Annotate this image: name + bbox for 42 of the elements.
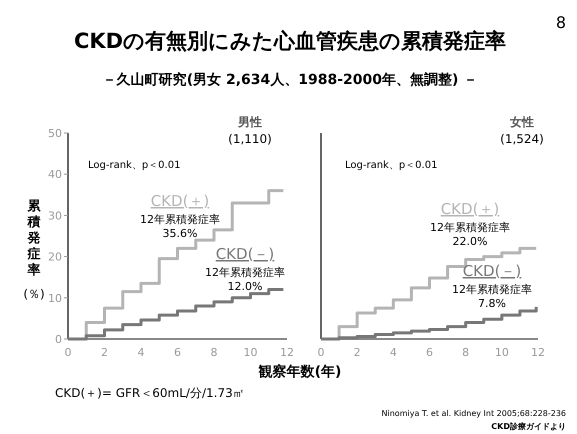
annotation: 12年累積発症率 12.0%	[205, 266, 285, 293]
y-tick-label: 10	[48, 292, 62, 305]
annotation: 12年累積発症率 22.0%	[430, 221, 510, 248]
x-axis-title: 観察年数(年)	[258, 363, 342, 380]
x-tick-label: 8	[210, 346, 218, 359]
y-axis-title: 累積発症率 (％)	[23, 199, 45, 301]
series-label: CKD(－)	[216, 245, 274, 263]
x-tick-label: 2	[101, 346, 108, 359]
annotation: Log-rank、p＜0.01	[88, 160, 180, 171]
y-tick-label: 30	[48, 209, 62, 222]
x-tick-label: 6	[426, 346, 433, 359]
y-tick-label: 0	[55, 333, 62, 346]
x-tick-label: 0	[64, 346, 72, 359]
y-tick-label: 50	[48, 127, 62, 140]
annotation: 12年累積発症率 35.6%	[140, 213, 220, 240]
text: －久山町研究(男女 2,634人、1988-2000年、無調整) －	[102, 71, 478, 88]
chart-title: 男性	[237, 115, 262, 129]
x-tick-label: 4	[390, 346, 397, 359]
chart-subtitle: (1,524)	[500, 132, 544, 146]
x-tick-label: 4	[138, 346, 144, 359]
chart-subtitle: (1,110)	[228, 132, 272, 146]
x-tick-label: 12	[280, 346, 294, 359]
x-tick-label: 6	[174, 346, 181, 359]
text: CKD(＋)= GFR＜60mL/分/1.73㎡	[55, 386, 245, 400]
text: CKD(＋)	[440, 200, 500, 218]
x-tick-label: 10	[494, 346, 509, 359]
x-tick-label: 10	[244, 346, 258, 359]
y-tick-label: 40	[48, 168, 62, 182]
text: 8	[556, 13, 566, 32]
x-tick-label: 0	[318, 346, 324, 359]
text: CKD(－)	[462, 262, 522, 280]
annotation: Log-rank、p＜0.01	[345, 160, 438, 171]
x-tick-label: 2	[354, 346, 361, 359]
text: CKD診療ガイドより	[491, 421, 566, 431]
text: Ninomiya T. et al. Kidney Int 2005;68:228-236	[382, 409, 566, 418]
y-tick-label: 20	[48, 250, 62, 264]
series-label: CKD(＋)	[150, 192, 210, 210]
x-tick-label: 12	[531, 346, 545, 359]
text: CKDの有無別にみた心血管疾患の累積発症率	[74, 29, 506, 53]
x-tick-label: 8	[462, 346, 470, 359]
chart-title: 女性	[509, 115, 534, 129]
annotation: 12年累積発症率 7.8%	[452, 283, 532, 310]
